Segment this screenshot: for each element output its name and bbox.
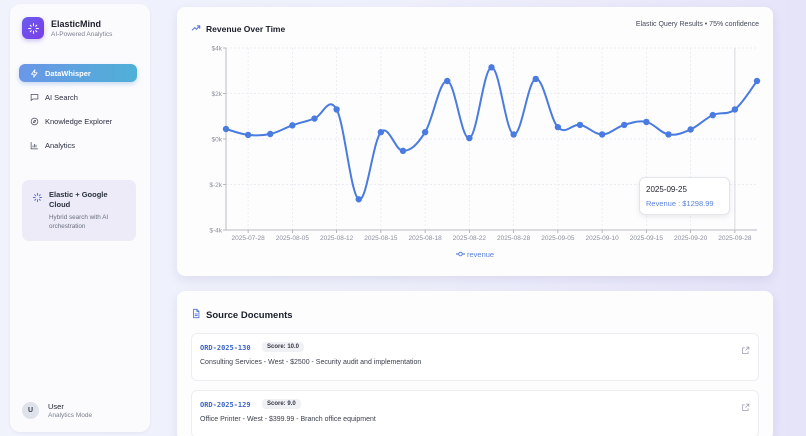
sidebar-item-label: Knowledge Explorer (45, 116, 113, 126)
chart-title: Revenue Over Time (206, 24, 286, 34)
sidebar: ElasticMind AI-Powered Analytics DataWhi… (10, 4, 150, 432)
document-icon (191, 306, 201, 324)
sidebar-item-label: AI Search (45, 92, 78, 102)
document-item: ORD-2025-130 Score: 10.0 Consulting Serv… (191, 333, 759, 381)
svg-text:2025-09-05: 2025-09-05 (541, 235, 575, 242)
promo-card: Elastic + Google Cloud Hybrid search wit… (22, 180, 136, 241)
brand-title: ElasticMind (51, 18, 102, 29)
compass-icon (29, 116, 39, 126)
sidebar-item-datawhisper[interactable]: DataWhisper (19, 64, 137, 82)
revenue-line-chart[interactable]: $-4k $-2k $0k $2k $4k 2025-07-28 2025-08-05 202… (177, 7, 773, 247)
chart-meta: Elastic Query Results • 75% confidence (635, 21, 759, 28)
user-mode: Analytics Mode (48, 412, 93, 419)
docs-title: Source Documents (206, 309, 293, 321)
svg-text:2025-08-05: 2025-08-05 (276, 235, 310, 242)
external-link-icon[interactable] (741, 342, 750, 360)
svg-text:$2k: $2k (212, 91, 223, 98)
svg-text:2025-08-28: 2025-08-28 (497, 235, 531, 242)
tooltip-date: 2025-09-25 (646, 185, 687, 194)
brand-subtitle: AI-Powered Analytics (51, 30, 113, 38)
svg-text:2025-09-20: 2025-09-20 (674, 235, 708, 242)
svg-text:$4k: $4k (212, 46, 223, 53)
svg-text:2025-09-15: 2025-09-15 (630, 235, 664, 242)
svg-text:$-4k: $-4k (209, 228, 222, 235)
sparkles-icon (22, 17, 44, 39)
promo-title: Elastic + Google Cloud (49, 190, 108, 209)
brand: ElasticMind AI-Powered Analytics (22, 17, 112, 39)
document-item: ORD-2025-129 Score: 9.0 Office Printer -… (191, 390, 759, 436)
tooltip-value: Revenue : $1298.99 (646, 199, 714, 208)
sidebar-item-label: DataWhisper (45, 68, 91, 78)
svg-text:2025-09-10: 2025-09-10 (586, 235, 620, 242)
user-name: User (48, 402, 64, 411)
sidebar-item-ai-search[interactable]: AI Search (19, 88, 137, 106)
svg-text:$-2k: $-2k (209, 182, 222, 189)
svg-text:2025-08-15: 2025-08-15 (364, 235, 398, 242)
svg-text:2025-09-28: 2025-09-28 (718, 235, 752, 242)
external-link-icon[interactable] (741, 399, 750, 417)
document-id-link[interactable]: ORD-2025-129 (200, 401, 251, 409)
svg-text:2025-08-18: 2025-08-18 (409, 235, 443, 242)
document-description: Consulting Services - West - $2500 - Sec… (200, 359, 422, 366)
sidebar-item-knowledge-explorer[interactable]: Knowledge Explorer (19, 112, 137, 130)
revenue-chart-card: Revenue Over Time Elastic Query Results … (177, 7, 773, 276)
user-profile[interactable]: U User Analytics Mode (22, 402, 92, 419)
sidebar-nav: DataWhisper AI Search Knowledge Explorer… (19, 64, 137, 160)
trending-up-icon (191, 20, 201, 38)
score-badge: Score: 10.0 (262, 342, 305, 352)
score-badge: Score: 9.0 (262, 399, 301, 409)
bar-chart-icon (29, 140, 39, 150)
sidebar-item-analytics[interactable]: Analytics (19, 136, 137, 154)
document-id-link[interactable]: ORD-2025-130 (200, 344, 251, 352)
document-description: Office Printer - West - $399.99 - Branch… (200, 416, 376, 423)
svg-text:2025-08-22: 2025-08-22 (453, 235, 487, 242)
zap-icon (29, 68, 39, 78)
source-documents-card: Source Documents ORD-2025-130 Score: 10.… (177, 291, 773, 436)
sidebar-item-label: Analytics (45, 140, 76, 150)
legend-label: revenue (466, 250, 495, 259)
legend-line-icon (455, 250, 467, 259)
promo-description: Hybrid search with AI orchestration (49, 214, 109, 230)
chart-tooltip: 2025-09-25 Revenue : $1298.99 (639, 177, 730, 215)
svg-text:$0k: $0k (212, 137, 223, 144)
sparkles-icon (32, 190, 43, 208)
avatar: U (22, 402, 39, 419)
svg-text:2025-07-28: 2025-07-28 (232, 235, 266, 242)
svg-text:2025-08-12: 2025-08-12 (320, 235, 354, 242)
chart-legend[interactable]: revenue (177, 250, 773, 259)
chat-icon (29, 92, 39, 102)
